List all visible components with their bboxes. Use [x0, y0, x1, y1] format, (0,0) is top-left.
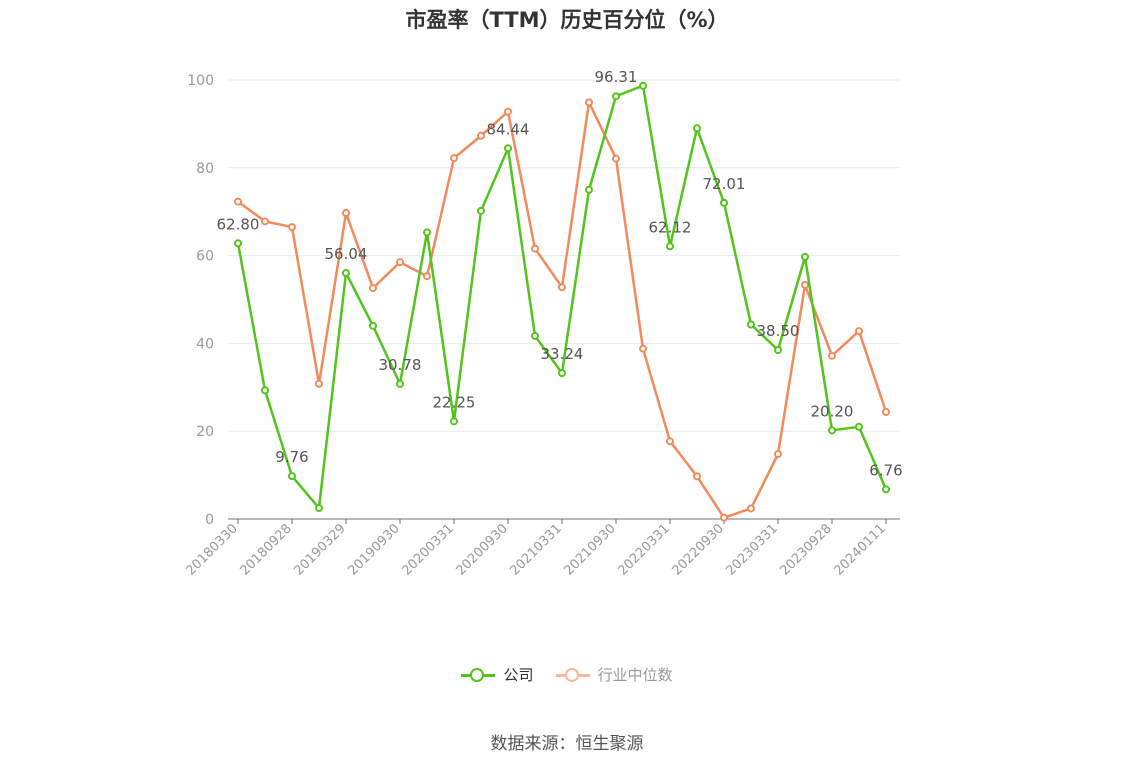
data-point-industry-median — [693, 472, 701, 481]
data-label: 72.01 — [703, 175, 746, 193]
data-point-company — [288, 472, 296, 481]
data-point-industry-median — [639, 344, 647, 353]
data-point-industry-median — [882, 407, 890, 416]
x-tick-label: 20210331 — [507, 521, 564, 578]
legend: 公司 行业中位数 — [0, 664, 1134, 685]
data-label: 33.24 — [541, 345, 584, 363]
series-line-company — [236, 84, 888, 510]
data-point-industry-median — [396, 258, 404, 267]
x-tick-label: 20240111 — [831, 521, 888, 578]
x-tick-label: 20210930 — [561, 521, 618, 578]
legend-item-company[interactable]: 公司 — [461, 664, 534, 685]
data-point-industry-median — [342, 209, 350, 218]
y-tick-label: 100 — [187, 73, 214, 89]
data-point-company — [612, 92, 620, 101]
data-point-industry-median — [450, 154, 458, 163]
data-point-company — [477, 206, 485, 215]
data-label: 38.50 — [757, 322, 800, 340]
data-label: 6.76 — [869, 461, 902, 479]
data-point-industry-median — [747, 504, 755, 513]
data-label: 9.76 — [275, 448, 308, 466]
y-tick-label: 0 — [205, 512, 214, 528]
data-point-company — [423, 228, 431, 237]
data-point-company — [882, 485, 890, 494]
x-tick-label: 20230331 — [723, 521, 780, 578]
data-point-company — [666, 242, 674, 251]
data-point-company — [774, 345, 782, 354]
legend-swatch-company — [461, 667, 496, 682]
data-label: 84.44 — [487, 120, 530, 138]
data-point-company — [450, 417, 458, 426]
data-point-industry-median — [477, 131, 485, 140]
data-label: 22.25 — [433, 393, 476, 411]
y-tick-label: 80 — [196, 161, 214, 177]
data-point-industry-median — [828, 351, 836, 360]
legend-item-industry-median[interactable]: 行业中位数 — [555, 664, 673, 685]
x-tick-label: 20190930 — [345, 521, 402, 578]
data-point-industry-median — [261, 217, 269, 226]
x-tick-label: 20220930 — [669, 521, 726, 578]
data-point-company — [315, 504, 323, 513]
data-point-company — [693, 124, 701, 133]
chart-title: 市盈率（TTM）历史百分位（%） — [405, 8, 729, 32]
data-label: 96.31 — [595, 68, 638, 86]
data-label: 56.04 — [325, 245, 368, 263]
data-point-company — [558, 369, 566, 378]
data-point-company — [369, 321, 377, 330]
y-tick-label: 60 — [196, 249, 214, 265]
x-tick-label: 20180928 — [237, 521, 294, 578]
data-point-company — [234, 239, 242, 248]
data-point-industry-median — [423, 272, 431, 281]
x-tick-label: 20190329 — [291, 521, 348, 578]
data-label: 30.78 — [379, 356, 422, 374]
data-label: 20.20 — [811, 402, 854, 420]
data-point-company — [855, 422, 863, 431]
data-point-industry-median — [612, 154, 620, 163]
data-point-industry-median — [234, 197, 242, 206]
x-tick-label: 20220331 — [615, 521, 672, 578]
data-point-company — [801, 252, 809, 261]
data-point-company — [261, 386, 269, 395]
data-point-industry-median — [531, 244, 539, 253]
data-point-industry-median — [504, 107, 512, 116]
data-point-industry-median — [855, 327, 863, 336]
data-point-company — [396, 379, 404, 388]
data-point-industry-median — [369, 284, 377, 293]
x-tick-label: 20230928 — [777, 521, 834, 578]
data-label: 62.80 — [217, 215, 260, 233]
data-point-company — [639, 81, 647, 90]
data-point-industry-median — [801, 281, 809, 290]
legend-label-industry-median: 行业中位数 — [597, 666, 673, 684]
data-point-company — [504, 144, 512, 153]
x-tick-label: 20180330 — [183, 521, 240, 578]
y-tick-label: 20 — [196, 424, 214, 440]
y-tick-label: 40 — [196, 336, 214, 352]
data-point-industry-median — [288, 223, 296, 232]
data-point-company — [531, 331, 539, 340]
data-point-industry-median — [315, 379, 323, 388]
x-tick-label: 20200930 — [453, 521, 510, 578]
x-tick-label: 20200331 — [399, 521, 456, 578]
data-point-company — [585, 185, 593, 194]
data-point-industry-median — [585, 98, 593, 107]
legend-label-company: 公司 — [503, 666, 534, 684]
data-point-industry-median — [774, 450, 782, 459]
data-point-company — [828, 426, 836, 435]
data-point-company — [342, 268, 350, 277]
data-point-company — [720, 198, 728, 207]
chart-plot: 0 20 40 60 80 100 2018033020180928201903292019… — [183, 68, 902, 578]
data-point-industry-median — [666, 437, 674, 446]
data-point-industry-median — [720, 513, 728, 522]
data-point-industry-median — [558, 283, 566, 292]
data-label: 62.12 — [649, 218, 692, 236]
legend-swatch-industry-median — [555, 667, 590, 682]
data-point-company — [747, 320, 755, 329]
data-source: 数据来源：恒生聚源 — [490, 734, 644, 754]
